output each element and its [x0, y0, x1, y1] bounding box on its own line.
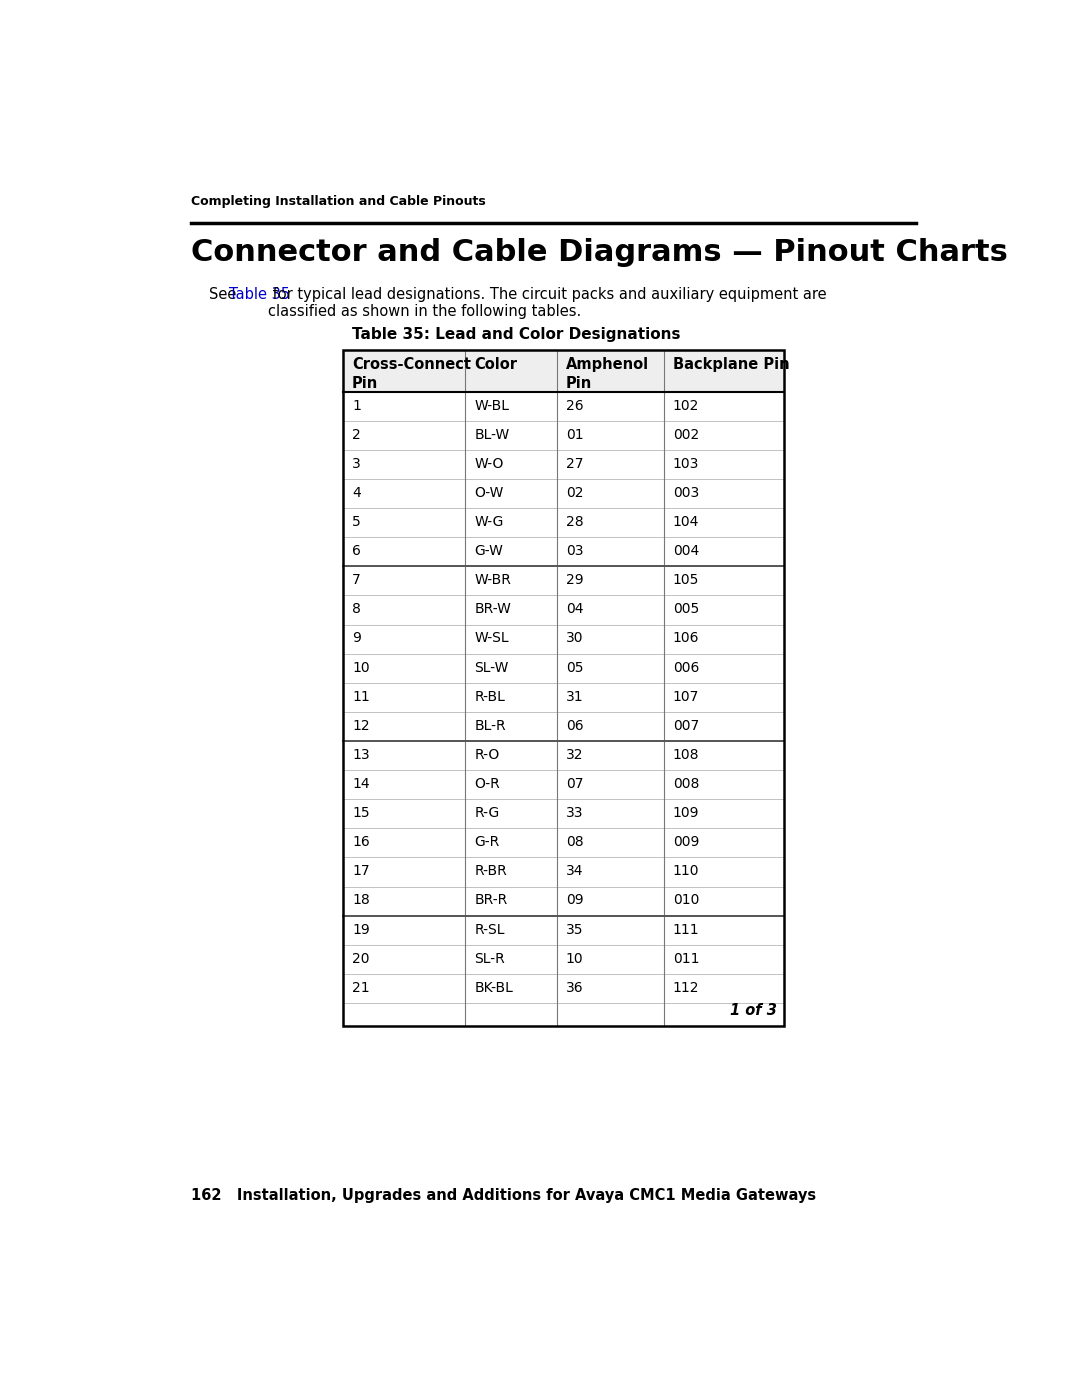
Text: 27: 27	[566, 457, 583, 471]
Text: R-BR: R-BR	[474, 865, 508, 879]
Text: 26: 26	[566, 398, 583, 412]
Text: See: See	[208, 286, 241, 302]
Text: 18: 18	[352, 894, 369, 908]
Text: W-O: W-O	[474, 457, 504, 471]
Text: 12: 12	[352, 719, 369, 733]
Text: 162   Installation, Upgrades and Additions for Avaya CMC1 Media Gateways: 162 Installation, Upgrades and Additions…	[191, 1187, 815, 1203]
Text: 13: 13	[352, 747, 369, 761]
Text: 011: 011	[673, 951, 700, 965]
Text: 32: 32	[566, 747, 583, 761]
Text: 107: 107	[673, 690, 699, 704]
Text: SL-W: SL-W	[474, 661, 509, 675]
Text: Table 35: Table 35	[229, 286, 291, 302]
Text: 07: 07	[566, 777, 583, 791]
Text: BR-W: BR-W	[474, 602, 511, 616]
Text: 30: 30	[566, 631, 583, 645]
Text: 28: 28	[566, 515, 583, 529]
Text: Connector and Cable Diagrams — Pinout Charts: Connector and Cable Diagrams — Pinout Ch…	[191, 239, 1008, 267]
Text: 08: 08	[566, 835, 583, 849]
Text: Color: Color	[474, 358, 517, 372]
Text: 3: 3	[352, 457, 361, 471]
Text: W-G: W-G	[474, 515, 504, 529]
Text: BL-R: BL-R	[474, 719, 507, 733]
Text: BR-R: BR-R	[474, 894, 508, 908]
Text: Cross-Connect
Pin: Cross-Connect Pin	[352, 358, 471, 391]
Text: 05: 05	[566, 661, 583, 675]
Text: 06: 06	[566, 719, 583, 733]
Text: 09: 09	[566, 894, 583, 908]
Text: 109: 109	[673, 806, 700, 820]
Text: 009: 009	[673, 835, 699, 849]
Text: 008: 008	[673, 777, 699, 791]
Text: W-BR: W-BR	[474, 573, 511, 587]
Text: 106: 106	[673, 631, 700, 645]
Text: G-W: G-W	[474, 545, 503, 559]
Text: O-W: O-W	[474, 486, 504, 500]
Text: 02: 02	[566, 486, 583, 500]
Text: R-BL: R-BL	[474, 690, 505, 704]
Text: 8: 8	[352, 602, 361, 616]
Text: O-R: O-R	[474, 777, 500, 791]
Text: 004: 004	[673, 545, 699, 559]
Text: 16: 16	[352, 835, 369, 849]
Text: 112: 112	[673, 981, 700, 995]
Text: 35: 35	[566, 922, 583, 936]
Text: 10: 10	[566, 951, 583, 965]
Text: for typical lead designations. The circuit packs and auxiliary equipment are
cla: for typical lead designations. The circu…	[268, 286, 827, 320]
Text: 14: 14	[352, 777, 369, 791]
Text: 6: 6	[352, 545, 361, 559]
Text: BK-BL: BK-BL	[474, 981, 513, 995]
Text: 36: 36	[566, 981, 583, 995]
Text: W-BL: W-BL	[474, 398, 510, 412]
Text: 111: 111	[673, 922, 700, 936]
Text: G-R: G-R	[474, 835, 500, 849]
Text: 108: 108	[673, 747, 700, 761]
Text: Table 35: Lead and Color Designations: Table 35: Lead and Color Designations	[352, 327, 680, 342]
Text: 010: 010	[673, 894, 699, 908]
Text: 20: 20	[352, 951, 369, 965]
Text: Backplane Pin: Backplane Pin	[673, 358, 789, 372]
Text: SL-R: SL-R	[474, 951, 505, 965]
Text: 03: 03	[566, 545, 583, 559]
Text: 29: 29	[566, 573, 583, 587]
Text: 19: 19	[352, 922, 369, 936]
Text: 11: 11	[352, 690, 369, 704]
Text: 7: 7	[352, 573, 361, 587]
Text: R-G: R-G	[474, 806, 500, 820]
Text: BL-W: BL-W	[474, 427, 510, 441]
Text: W-SL: W-SL	[474, 631, 509, 645]
Text: 04: 04	[566, 602, 583, 616]
Text: 34: 34	[566, 865, 583, 879]
Text: 9: 9	[352, 631, 361, 645]
Text: R-SL: R-SL	[474, 922, 505, 936]
Text: 01: 01	[566, 427, 583, 441]
Text: 15: 15	[352, 806, 369, 820]
Bar	[342, 351, 784, 391]
Text: 105: 105	[673, 573, 699, 587]
Text: 006: 006	[673, 661, 699, 675]
Text: 2: 2	[352, 427, 361, 441]
Text: 005: 005	[673, 602, 699, 616]
Text: 110: 110	[673, 865, 700, 879]
Text: Amphenol
Pin: Amphenol Pin	[566, 358, 649, 391]
Bar	[342, 351, 784, 1025]
Text: 17: 17	[352, 865, 369, 879]
Text: 104: 104	[673, 515, 699, 529]
Text: 33: 33	[566, 806, 583, 820]
Text: 1 of 3: 1 of 3	[730, 1003, 777, 1018]
Text: 21: 21	[352, 981, 369, 995]
Text: R-O: R-O	[474, 747, 500, 761]
Text: 002: 002	[673, 427, 699, 441]
Text: 5: 5	[352, 515, 361, 529]
Text: Completing Installation and Cable Pinouts: Completing Installation and Cable Pinout…	[191, 194, 486, 208]
Text: 003: 003	[673, 486, 699, 500]
Text: 31: 31	[566, 690, 583, 704]
Text: 4: 4	[352, 486, 361, 500]
Text: 10: 10	[352, 661, 369, 675]
Text: 1: 1	[352, 398, 361, 412]
Text: 007: 007	[673, 719, 699, 733]
Text: 103: 103	[673, 457, 699, 471]
Text: 102: 102	[673, 398, 699, 412]
